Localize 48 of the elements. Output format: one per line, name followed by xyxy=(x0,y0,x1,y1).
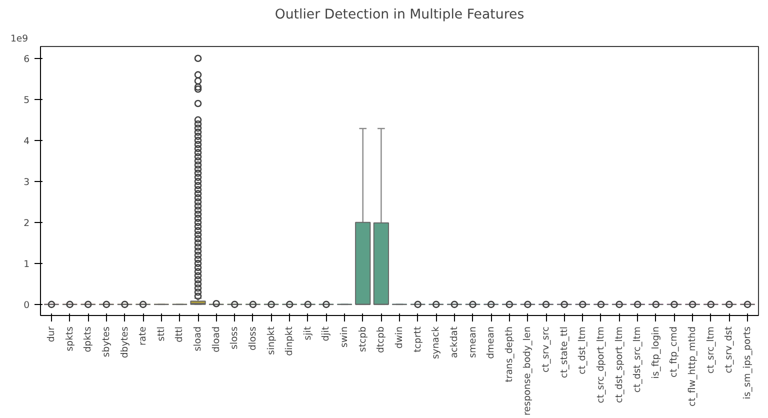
x-tick-label: sload xyxy=(192,326,204,352)
x-tick-label: ct_srv_dst xyxy=(724,326,735,374)
text: 1e9 xyxy=(10,34,28,44)
x-tick-label: ct_dst_src_ltm xyxy=(632,326,644,393)
x-tick-label: sinpkt xyxy=(266,326,277,355)
x-tick-label: dttl xyxy=(174,326,186,342)
x-tick-label: swin xyxy=(339,326,350,348)
x-tick-label: ct_state_ttl xyxy=(558,326,570,378)
y-tick-label: 4 xyxy=(24,136,30,147)
x-tick-label: dload xyxy=(210,326,222,352)
x-tick-label: dtcpb xyxy=(376,326,387,354)
x-tick-label: djit xyxy=(320,326,332,342)
x-tick-label: smean xyxy=(467,326,478,358)
x-tick-label: dur xyxy=(46,326,57,342)
x-tick-label: ct_srv_src xyxy=(540,326,552,372)
x-tick-label: sttl xyxy=(156,326,167,342)
x-tick-label: ct_dst_sport_ltm xyxy=(614,326,625,404)
x-tick-label: sbytes xyxy=(100,326,112,358)
x-tick-label: trans_depth xyxy=(504,326,515,382)
x-tick-label: sloss xyxy=(229,326,240,350)
x-tick-label: ct_flw_http_mthd xyxy=(687,326,698,407)
y-tick-label: 1 xyxy=(24,258,30,270)
x-tick-label: ct_src_ltm xyxy=(705,326,716,374)
x-tick-label: ct_ftp_cmd xyxy=(668,326,680,378)
y-tick-label: 3 xyxy=(24,176,30,188)
x-tick-label: response_body_len xyxy=(522,326,534,416)
x-tick-label: stcpb xyxy=(357,326,368,352)
y-tick-label: 6 xyxy=(24,54,30,65)
chart-title: Outlier Detection in Multiple Features xyxy=(274,8,524,22)
x-tick-label: is_sm_ips_ports xyxy=(742,326,754,400)
x-tick-label: sjit xyxy=(302,326,314,340)
x-tick-label: dloss xyxy=(247,326,258,350)
y-tick-label: 0 xyxy=(24,300,30,311)
x-tick-label: ct_dst_ltm xyxy=(577,326,588,374)
x-tick-label: is_ftp_login xyxy=(650,326,662,379)
x-tick-label: synack xyxy=(430,326,442,360)
y-tick-label: 5 xyxy=(24,94,30,106)
x-tick-label: dinpkt xyxy=(284,326,296,356)
y-tick-label: 2 xyxy=(24,218,30,229)
x-tick-label: ackdat xyxy=(448,326,460,358)
x-tick-label: spkts xyxy=(64,326,76,352)
x-tick-label: ct_src_dport_ltm xyxy=(595,326,606,404)
x-tick-label: dwin xyxy=(394,326,405,349)
x-tick-label: dbytes xyxy=(119,326,130,358)
x-tick-label: rate xyxy=(138,326,149,346)
x-tick-label: dpkts xyxy=(82,326,94,352)
x-tick-label: tcprtt xyxy=(412,326,424,352)
x-tick-label: dmean xyxy=(486,326,497,359)
